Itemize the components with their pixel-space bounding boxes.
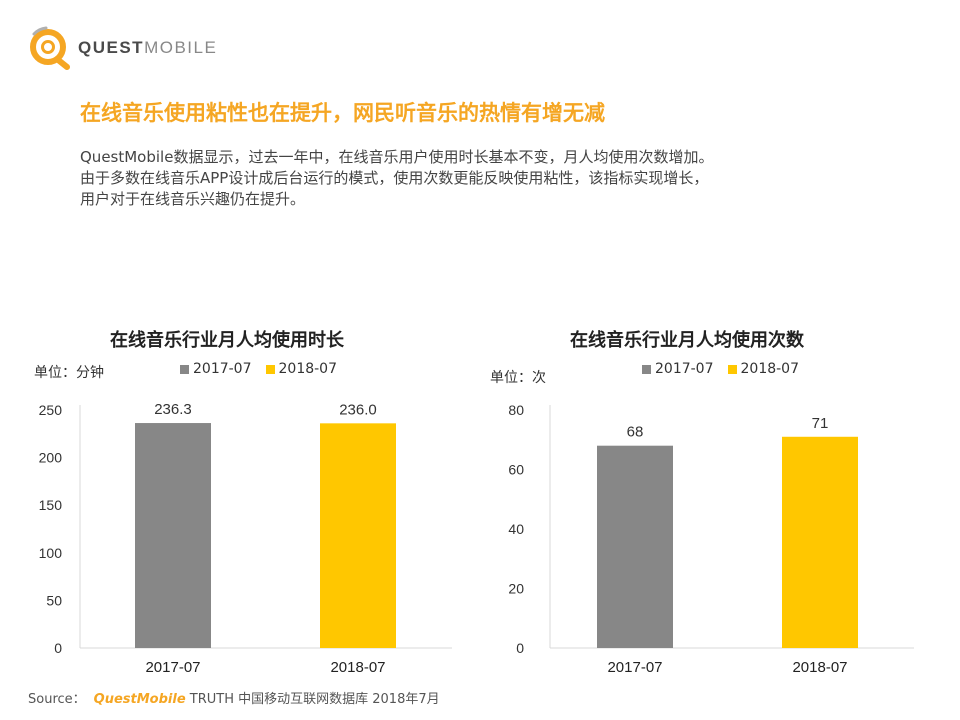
logo-wordmark: QUESTMOBILE	[78, 38, 217, 58]
bar-2017-07	[135, 423, 211, 648]
x-category-label: 2017-07	[145, 659, 200, 676]
logo-text-bold: QUEST	[78, 38, 145, 57]
legend-label: 2017-07	[655, 361, 714, 377]
chart-title-frequency: 在线音乐行业月人均使用次数	[570, 330, 804, 351]
bar-value-label: 236.0	[339, 401, 377, 418]
y-tick-label: 50	[46, 592, 62, 608]
chart-title-duration: 在线音乐行业月人均使用时长	[110, 330, 344, 351]
legend-swatch-2017	[642, 364, 651, 374]
bar-value-label: 68	[627, 424, 644, 441]
summary-line: 由于多数在线音乐APP设计成后台运行的模式，使用次数更能反映使用粘性，该指标实现…	[80, 169, 709, 187]
bar-2018-07	[320, 423, 396, 648]
legend-label: 2018-07	[740, 361, 800, 377]
legend-entry-2017: 2017-07	[180, 361, 252, 377]
source-label: Source：	[28, 692, 86, 707]
page-headline: 在线音乐使用粘性也在提升，网民听音乐的热情有增无减	[80, 101, 605, 125]
bar-value-label: 71	[812, 415, 829, 432]
bar-value-label: 236.3	[154, 401, 192, 418]
questmobile-logo: QUESTMOBILE	[26, 26, 217, 70]
source-note: Source： QuestMobile TRUTH 中国移动互联网数据库 2018…	[28, 688, 440, 707]
y-tick-label: 40	[508, 521, 524, 537]
y-tick-label: 250	[39, 402, 63, 418]
legend-entry-2018: 2018-07	[727, 361, 800, 377]
legend-label: 2017-07	[193, 361, 252, 377]
bar-2017-07	[597, 445, 673, 648]
legend-entry-2017: 2017-07	[642, 361, 714, 377]
y-tick-label: 60	[508, 462, 524, 478]
y-tick-label: 150	[39, 497, 63, 513]
x-category-label: 2018-07	[330, 659, 385, 676]
summary-line: 用户对于在线音乐兴趣仍在提升。	[80, 190, 306, 208]
bar-2018-07	[782, 436, 858, 648]
chart-legend-duration: 2017-07 2018-07	[180, 361, 351, 377]
legend-swatch-2018	[265, 364, 275, 374]
chart-unit-frequency: 单位：次	[490, 370, 546, 386]
logo-text-light: MOBILE	[144, 38, 218, 57]
logo-ring-icon	[30, 26, 70, 70]
legend-swatch-2017	[180, 364, 189, 374]
legend-label: 2018-07	[278, 361, 338, 377]
y-tick-label: 100	[39, 545, 63, 561]
x-category-label: 2018-07	[792, 659, 847, 676]
y-tick-label: 0	[516, 640, 524, 656]
y-tick-label: 0	[54, 640, 62, 656]
x-category-label: 2017-07	[607, 659, 662, 676]
summary-line: QuestMobile数据显示，过去一年中，在线音乐用户使用时长基本不变，月人均…	[80, 148, 714, 166]
legend-entry-2018: 2018-07	[265, 361, 338, 377]
source-text: TRUTH 中国移动互联网数据库 2018年7月	[189, 692, 440, 707]
bar-chart-frequency: 0 20 40 60 80 68 2017-07 71 2018-07	[508, 402, 914, 676]
y-tick-label: 80	[508, 402, 524, 418]
summary-paragraph: QuestMobile数据显示，过去一年中，在线音乐用户使用时长基本不变，月人均…	[80, 147, 880, 210]
chart-unit-duration: 单位：分钟	[34, 365, 104, 381]
chart-legend-frequency: 2017-07 2018-07	[642, 361, 813, 377]
bar-chart-duration: 0 50 100 150 200 250 236.3 2017-07 236.0 2018-07	[39, 401, 452, 676]
legend-swatch-2018	[727, 364, 737, 374]
y-tick-label: 200	[39, 450, 63, 466]
y-tick-label: 20	[508, 581, 524, 597]
source-brand: QuestMobile	[93, 692, 186, 707]
